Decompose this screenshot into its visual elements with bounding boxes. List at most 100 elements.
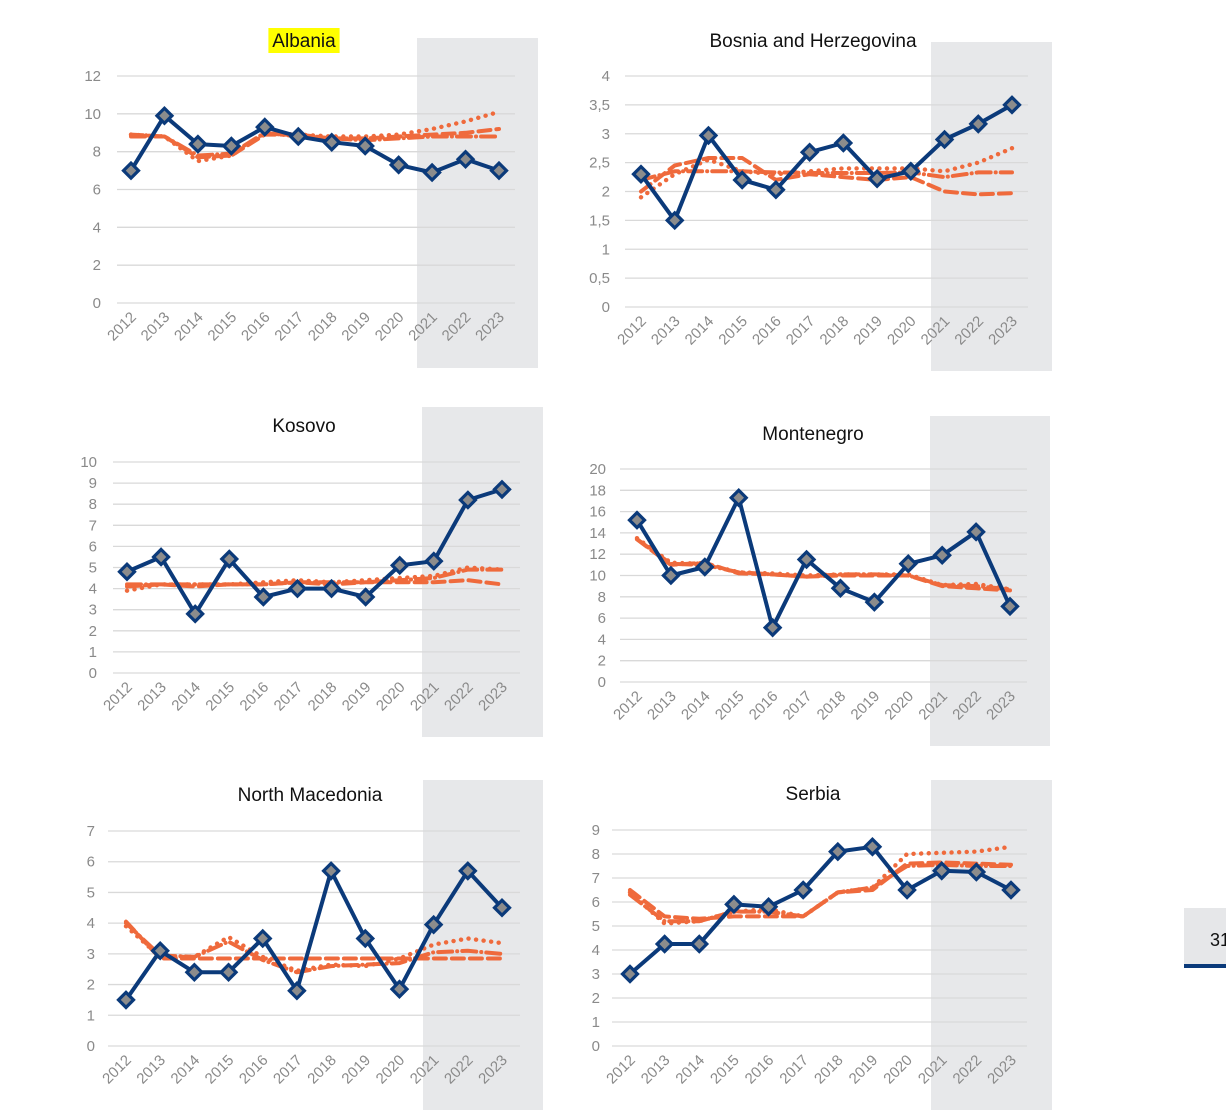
y-tick-label: 12 <box>84 68 101 85</box>
y-tick-label: 4 <box>598 631 606 648</box>
x-tick-label: 2014 <box>678 688 714 724</box>
forecast-shade <box>422 407 543 737</box>
series-line-projection-dashdot <box>124 921 504 975</box>
y-tick-label: 0 <box>592 1038 600 1055</box>
x-tick-label: 2017 <box>776 1052 812 1088</box>
data-point-2017 <box>799 142 820 162</box>
y-tick-label: 1 <box>87 1007 95 1024</box>
data-point-2013 <box>664 210 685 231</box>
data-point-2012 <box>121 160 141 181</box>
forecast-shade <box>931 780 1052 1110</box>
data-point-2017 <box>793 880 813 900</box>
data-point-2020 <box>897 880 917 900</box>
data-point-2013 <box>151 547 171 567</box>
x-tick-label: 2019 <box>338 1052 374 1088</box>
data-point-2020 <box>389 555 410 576</box>
data-point-2017 <box>287 980 307 1001</box>
x-tick-label: 2020 <box>880 1052 916 1088</box>
y-tick-label: 5 <box>89 560 97 577</box>
data-point-2012 <box>631 164 651 184</box>
x-tick-label: 2012 <box>100 679 136 715</box>
chart-panel-montenegro: 0246810121416182020122013201420152016201… <box>589 416 1050 746</box>
title-highlight <box>268 28 340 53</box>
data-point-2015 <box>732 170 752 190</box>
forecast-shade <box>930 416 1050 746</box>
data-point-2014 <box>188 134 208 154</box>
y-tick-label: 2 <box>598 653 606 670</box>
chart-title: Albania <box>272 31 336 52</box>
data-point-2016 <box>758 897 779 917</box>
data-point-2014 <box>185 604 205 624</box>
y-tick-label: 4 <box>89 581 97 598</box>
y-tick-label: 0 <box>93 295 101 312</box>
y-tick-label: 3 <box>89 602 97 619</box>
y-tick-label: 4 <box>602 68 610 85</box>
series-line-actual <box>126 487 503 616</box>
y-tick-label: 20 <box>589 461 606 478</box>
data-point-2014 <box>184 962 205 983</box>
page-number-tab[interactable]: 31 <box>1184 908 1226 968</box>
y-tick-label: 2,5 <box>589 155 610 172</box>
y-tick-label: 2 <box>602 184 610 201</box>
y-tick-label: 6 <box>89 538 97 555</box>
x-tick-label: 2017 <box>271 679 307 715</box>
forecast-shade <box>423 780 543 1110</box>
x-tick-label: 2019 <box>338 309 374 345</box>
x-tick-label: 2013 <box>133 1052 169 1088</box>
data-point-2016 <box>252 928 273 949</box>
series-line-projection-dashdot <box>639 169 1014 182</box>
x-tick-label: 2013 <box>138 309 174 345</box>
chart-panel-bosnia-and-herzegovina: 00,511,522,533,5420122013201420152016201… <box>589 31 1052 371</box>
x-tick-label: 2016 <box>238 309 274 345</box>
data-point-2019 <box>864 592 885 612</box>
data-point-2013 <box>661 565 681 586</box>
data-point-2019 <box>355 136 375 156</box>
data-point-2022 <box>458 490 478 510</box>
x-tick-label: 2019 <box>850 313 886 349</box>
data-point-2018 <box>830 578 851 599</box>
data-point-2018 <box>833 133 854 153</box>
chart-title: Kosovo <box>272 416 335 437</box>
data-point-2023 <box>1000 596 1020 617</box>
x-tick-label: 2014 <box>168 679 204 715</box>
data-point-2012 <box>627 510 647 530</box>
data-point-2016 <box>253 587 274 607</box>
y-tick-label: 0,5 <box>589 270 610 287</box>
data-point-2021 <box>422 162 442 183</box>
data-point-2017 <box>287 578 308 599</box>
y-tick-label: 3,5 <box>589 97 610 114</box>
data-point-2016 <box>762 617 783 638</box>
data-point-2014 <box>695 557 715 577</box>
data-point-2012 <box>117 561 137 582</box>
y-tick-label: 9 <box>89 475 97 492</box>
y-tick-label: 8 <box>89 496 97 513</box>
x-tick-label: 2014 <box>682 313 718 349</box>
x-tick-label: 2020 <box>884 313 920 349</box>
data-point-2012 <box>620 964 640 984</box>
data-point-2013 <box>154 105 175 126</box>
data-point-2017 <box>288 126 309 147</box>
data-point-2015 <box>218 962 239 983</box>
y-tick-label: 6 <box>598 610 606 627</box>
y-tick-label: 4 <box>592 942 600 959</box>
x-tick-label: 2012 <box>104 309 140 345</box>
data-point-2014 <box>698 125 719 146</box>
y-tick-label: 6 <box>592 894 600 911</box>
x-tick-label: 2014 <box>168 1052 204 1088</box>
x-tick-label: 2014 <box>672 1052 708 1088</box>
data-point-2021 <box>934 129 955 150</box>
data-point-2021 <box>931 861 952 881</box>
y-tick-label: 12 <box>589 546 606 563</box>
y-tick-label: 9 <box>592 822 600 839</box>
data-point-2021 <box>424 551 444 571</box>
chart-panel-kosovo: 0 1 2 3 4 5 6 7 8 9 10 2012201320142015201620172018… <box>80 407 543 737</box>
y-tick-label: 3 <box>592 966 600 983</box>
chart-title: Montenegro <box>762 424 863 445</box>
x-tick-label: 2017 <box>271 309 307 345</box>
data-point-2016 <box>766 180 786 200</box>
y-tick-label: 1 <box>592 1014 600 1031</box>
x-tick-label: 2018 <box>814 688 850 724</box>
data-point-2018 <box>321 132 342 152</box>
